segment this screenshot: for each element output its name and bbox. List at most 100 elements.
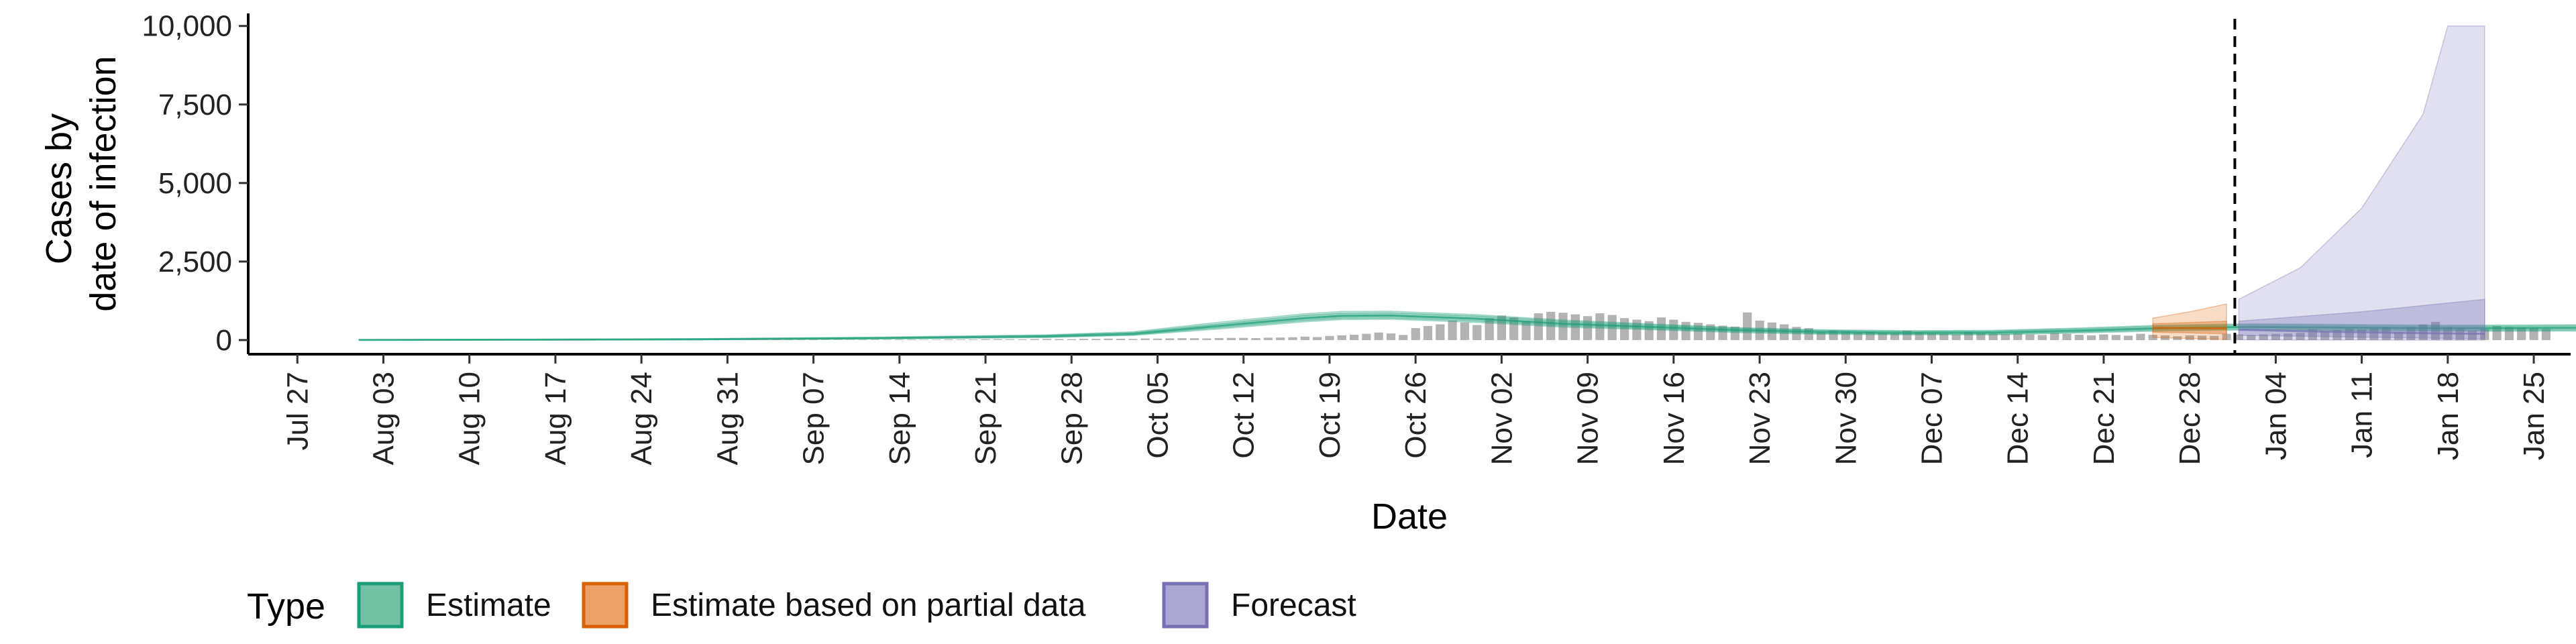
- case-bar: [969, 339, 978, 340]
- case-bar: [2000, 334, 2010, 340]
- forecast-inner-band: [2238, 299, 2485, 339]
- case-bar: [1485, 318, 1494, 340]
- case-bar: [2099, 334, 2108, 340]
- case-bar: [2197, 335, 2207, 340]
- case-bar: [1915, 332, 1924, 340]
- case-bar: [2271, 333, 2280, 340]
- case-bar: [772, 339, 782, 340]
- case-bar: [1263, 337, 1273, 340]
- case-bar: [1374, 332, 1383, 340]
- case-bar: [1251, 338, 1260, 340]
- case-bar: [1521, 321, 1531, 340]
- case-bar: [944, 339, 953, 340]
- case-bar: [1792, 327, 1801, 340]
- case-bar: [1104, 338, 1113, 340]
- legend-label-0: Estimate: [426, 588, 551, 623]
- case-bar: [1534, 313, 1543, 340]
- legend-key-2: [1162, 582, 1209, 629]
- case-bar: [1570, 314, 1580, 340]
- y-axis-title-line-1: Cases by: [39, 113, 79, 264]
- x-tick-label: Jul 27: [281, 372, 314, 450]
- case-bar: [1854, 332, 1863, 340]
- axes: 0 2,500 5,000 7,500 10,000 Jul 27 Aug 03 Aug 10…: [142, 10, 2571, 465]
- x-tick-label: Jan 04: [2259, 372, 2292, 460]
- case-bar: [2013, 333, 2023, 340]
- case-bar: [833, 339, 843, 340]
- case-bar: [1042, 339, 1052, 340]
- case-bar: [2504, 327, 2514, 340]
- case-bar: [1411, 328, 1420, 340]
- case-bar: [1006, 339, 1015, 340]
- legend-label-2: Forecast: [1231, 588, 1356, 623]
- case-bar: [1780, 324, 1789, 340]
- x-tick-label: Dec 14: [2002, 372, 2035, 465]
- case-bar: [2247, 335, 2256, 340]
- case-bar: [1890, 333, 1900, 340]
- case-bar: [858, 339, 867, 340]
- case-bar: [1350, 335, 1359, 340]
- x-tick-label: Nov 30: [1829, 372, 1862, 465]
- case-bar: [2210, 335, 2219, 340]
- x-tick-label: Aug 03: [367, 372, 400, 465]
- case-bar: [2037, 335, 2047, 340]
- case-bar: [932, 339, 941, 340]
- case-bar: [2480, 329, 2489, 340]
- case-bar: [2492, 325, 2502, 340]
- x-tick-label: Aug 17: [539, 372, 572, 465]
- case-bar: [1423, 325, 1433, 340]
- x-tick-label: Jan 18: [2432, 372, 2465, 460]
- case-bar: [870, 339, 879, 340]
- x-tick-label: Nov 02: [1485, 372, 1518, 465]
- case-bar: [2185, 335, 2194, 340]
- case-bar: [821, 339, 830, 340]
- case-bar: [1276, 337, 1285, 340]
- case-bar: [1313, 337, 1322, 340]
- case-bar: [1509, 317, 1519, 340]
- estimate-bands: [358, 25, 2576, 341]
- x-tick-label: Oct 12: [1228, 372, 1260, 459]
- case-bar: [1091, 339, 1101, 340]
- y-tick-label: 10,000: [142, 10, 232, 43]
- case-bar: [1841, 331, 1850, 340]
- case-bar: [2259, 334, 2268, 340]
- case-bar: [1656, 317, 1666, 340]
- case-bar: [809, 339, 818, 340]
- case-bar: [1067, 339, 1076, 340]
- legend-label-1: Estimate based on partial data: [651, 588, 1086, 623]
- case-bar: [1472, 325, 1482, 340]
- y-axis-title: Cases by date of infection: [39, 56, 123, 311]
- case-bar: [1681, 321, 1690, 340]
- case-bar: [2430, 321, 2440, 340]
- x-tick-label: Sep 28: [1055, 372, 1088, 465]
- case-bar: [1817, 332, 1826, 340]
- case-bar: [2381, 327, 2391, 340]
- case-bar: [2320, 331, 2330, 340]
- x-tick-label: Nov 09: [1572, 372, 1605, 465]
- case-bar: [1693, 323, 1703, 340]
- x-tick-label: Jan 11: [2346, 372, 2379, 458]
- case-bar: [1866, 331, 1875, 340]
- case-bar: [1300, 336, 1309, 340]
- partial-estimate-median-line: [2153, 327, 2227, 330]
- case-bar: [2124, 335, 2133, 340]
- case-bar: [2050, 333, 2059, 340]
- case-bar: [2394, 332, 2404, 340]
- partial-estimate-outer-band: [2152, 303, 2227, 340]
- case-bar: [1460, 322, 1469, 340]
- case-bar: [1055, 339, 1064, 340]
- case-bar: [2284, 333, 2293, 340]
- y-tick-label: 0: [216, 324, 232, 357]
- case-bar: [1927, 333, 1937, 340]
- x-tick-label: Sep 14: [883, 372, 916, 465]
- case-bar: [1386, 333, 1396, 340]
- x-tick-label: Oct 05: [1141, 372, 1174, 459]
- forecast-median-line: [2239, 329, 2485, 335]
- case-bar: [1030, 339, 1039, 340]
- case-bar: [1546, 311, 1556, 340]
- case-bar: [2173, 336, 2182, 340]
- case-bar: [1362, 333, 1371, 340]
- case-bar: [1325, 335, 1334, 340]
- case-bar: [882, 339, 892, 340]
- x-tick-label: Oct 26: [1399, 372, 1432, 459]
